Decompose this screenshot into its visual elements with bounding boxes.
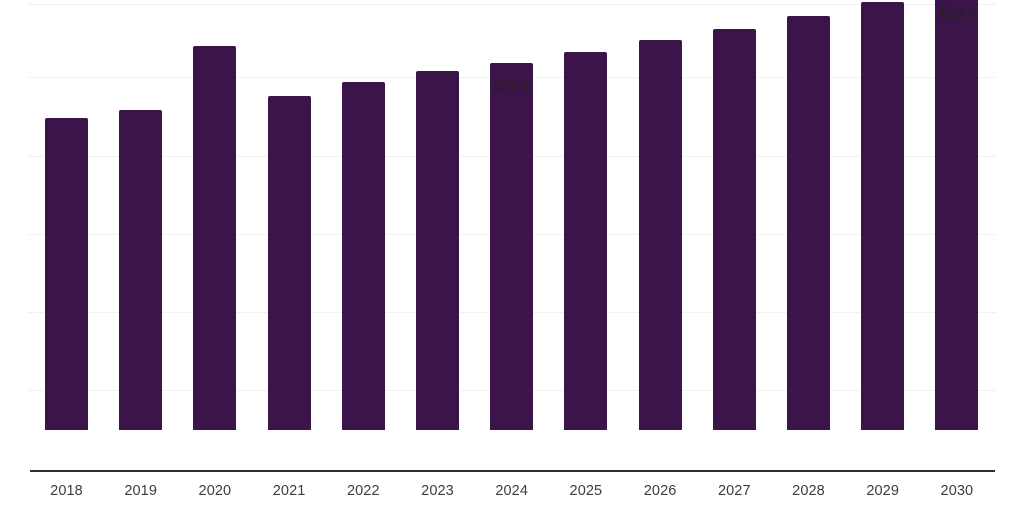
x-axis-line (30, 470, 995, 472)
bar-2024[interactable] (490, 62, 534, 430)
bar-2025[interactable] (564, 52, 608, 430)
bar-2029[interactable] (861, 2, 905, 430)
plot-area (45, 0, 979, 430)
bar-2030[interactable] (935, 0, 979, 430)
bar-2018[interactable] (45, 117, 88, 430)
bar-2019[interactable] (119, 109, 163, 430)
bar-2023[interactable] (416, 70, 459, 430)
x-tick-label-2018: 2018 (50, 483, 83, 499)
x-tick-label-2020: 2020 (198, 483, 232, 499)
x-tick-label-2023: 2023 (421, 483, 454, 499)
bar-2022[interactable] (341, 81, 385, 430)
x-tick-label-2026: 2026 (643, 483, 677, 499)
bar-value-label-2024: $23.5 (493, 79, 531, 96)
bar-2028[interactable] (787, 16, 830, 430)
x-tick-label-2029: 2029 (866, 483, 900, 499)
bar-2027[interactable] (712, 28, 756, 430)
x-tick-label-2021: 2021 (272, 483, 306, 499)
x-tick-label-2027: 2027 (717, 483, 751, 499)
bar-2026[interactable] (638, 39, 682, 430)
x-tick-label-2028: 2028 (792, 483, 825, 499)
bar-2020[interactable] (193, 45, 237, 430)
x-tick-label-2022: 2022 (346, 483, 380, 499)
x-tick-label-2030: 2030 (940, 483, 974, 499)
x-tick-label-2025: 2025 (569, 483, 603, 499)
x-tick-label-2024: 2024 (495, 483, 529, 499)
bar-2021[interactable] (267, 95, 311, 430)
x-tick-label-2019: 2019 (124, 483, 158, 499)
bar-value-label-2030: $28.3 (938, 4, 976, 21)
